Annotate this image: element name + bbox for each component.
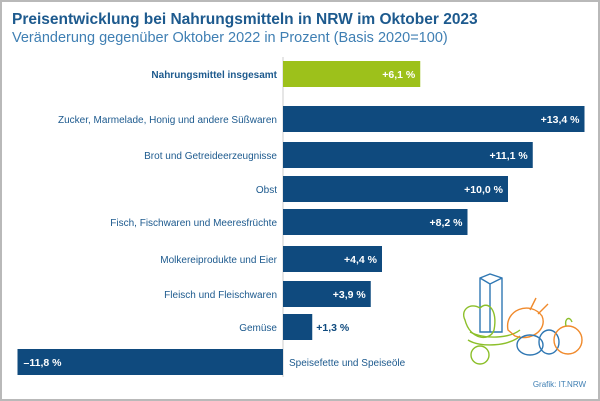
value-label-4: +8,2 %	[430, 217, 464, 229]
category-label-7: Gemüse	[239, 323, 277, 334]
chart-subtitle: Veränderung gegenüber Oktober 2022 in Pr…	[12, 30, 448, 46]
value-label-2: +11,1 %	[490, 150, 529, 162]
bar-0	[283, 61, 421, 87]
bar-6	[283, 281, 371, 307]
category-label-3: Obst	[256, 185, 277, 196]
bar-1	[283, 106, 585, 132]
bar-5	[283, 246, 382, 272]
bar-7	[283, 314, 313, 340]
bar-2	[283, 142, 533, 168]
value-label-3: +10,0 %	[464, 184, 503, 196]
value-label-6: +3,9 %	[333, 289, 367, 301]
category-label-5: Molkereiprodukte und Eier	[160, 255, 277, 266]
category-label-8: Speisefette und Speiseöle	[289, 358, 406, 369]
category-label-4: Fisch, Fischwaren und Meeresfrüchte	[110, 218, 277, 229]
bar-3	[283, 176, 508, 202]
category-label-1: Zucker, Marmelade, Honig und andere Süßw…	[58, 115, 277, 126]
chart-title: Preisentwicklung bei Nahrungsmitteln in …	[12, 11, 478, 28]
value-label-7: +1,3 %	[316, 322, 350, 334]
value-label-5: +4,4 %	[344, 254, 378, 266]
bar-4	[283, 209, 468, 235]
value-label-1: +13,4 %	[541, 114, 580, 126]
food-illustration-icon	[463, 273, 583, 365]
source-credit: Grafik: IT.NRW	[532, 380, 586, 389]
category-label-6: Fleisch und Fleischwaren	[164, 290, 277, 301]
bar-8	[17, 349, 283, 375]
category-label-2: Brot und Getreideerzeugnisse	[144, 151, 277, 162]
value-label-0: +6,1 %	[382, 69, 416, 81]
value-label-8: –11,8 %	[24, 357, 63, 369]
category-label-0: Nahrungsmittel insgesamt	[151, 70, 277, 81]
